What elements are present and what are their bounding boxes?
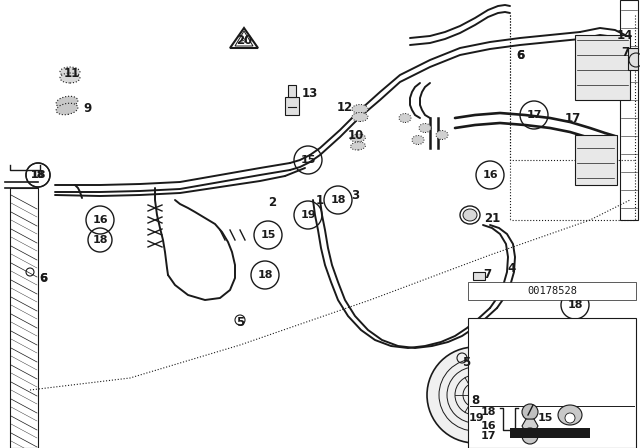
Text: 00178528: 00178528 [527,286,577,296]
Ellipse shape [352,112,368,121]
Text: 14: 14 [617,29,633,42]
Text: 18: 18 [567,300,583,310]
Bar [468,318,636,448]
Text: 11: 11 [64,66,80,79]
Text: 18: 18 [92,235,108,245]
Text: 16: 16 [480,421,496,431]
Text: 9: 9 [83,102,91,115]
Text: 17: 17 [526,110,541,120]
Text: 6: 6 [39,271,47,284]
Circle shape [522,404,538,420]
Text: 8: 8 [471,393,479,406]
Text: 18: 18 [330,195,346,205]
Text: 21: 21 [484,211,500,224]
Circle shape [427,347,523,443]
Text: 2: 2 [268,195,276,208]
Bar [285,97,299,115]
Text: 19: 19 [468,413,484,423]
Bar [510,428,590,438]
Text: 16: 16 [482,170,498,180]
Text: 4: 4 [508,262,516,275]
Text: 18: 18 [257,270,273,280]
Bar [575,35,630,100]
Ellipse shape [463,209,477,221]
Text: 17: 17 [480,431,496,441]
Text: R!: R! [240,38,248,44]
Circle shape [522,428,538,444]
Text: 13: 13 [302,86,318,99]
Ellipse shape [56,103,78,115]
Text: 6: 6 [39,273,47,283]
Ellipse shape [60,67,80,77]
Circle shape [565,413,575,423]
Ellipse shape [558,405,582,425]
Text: 18: 18 [31,170,45,180]
Text: 1: 1 [316,194,324,207]
Text: 17: 17 [565,112,581,125]
Bar [575,135,617,185]
Text: 5: 5 [236,316,244,329]
Text: 7: 7 [483,268,491,281]
Text: 7: 7 [621,46,629,59]
Text: 3: 3 [351,189,359,202]
Bar [10,188,38,448]
Text: 20: 20 [236,34,252,47]
Text: 12: 12 [337,100,353,113]
Bar [468,282,636,300]
Ellipse shape [351,142,365,150]
Text: 5: 5 [462,356,470,369]
Text: 15: 15 [538,413,553,423]
Ellipse shape [436,130,448,139]
Text: 18: 18 [30,170,45,180]
Text: 15: 15 [260,230,276,240]
Polygon shape [522,419,538,433]
Ellipse shape [419,124,431,133]
Ellipse shape [60,73,80,83]
Ellipse shape [352,104,368,113]
Bar [473,272,485,280]
Text: 6: 6 [516,48,524,61]
Bar [620,0,638,220]
Ellipse shape [351,134,365,142]
Text: 15: 15 [300,155,316,165]
Text: 19: 19 [300,210,316,220]
Bar [628,48,638,70]
Ellipse shape [56,96,78,108]
Text: 18: 18 [480,407,496,417]
Text: 10: 10 [348,129,364,142]
Text: 16: 16 [92,215,108,225]
Ellipse shape [412,135,424,145]
Ellipse shape [399,113,411,122]
Text: 6: 6 [516,48,524,61]
Bar [288,85,296,97]
